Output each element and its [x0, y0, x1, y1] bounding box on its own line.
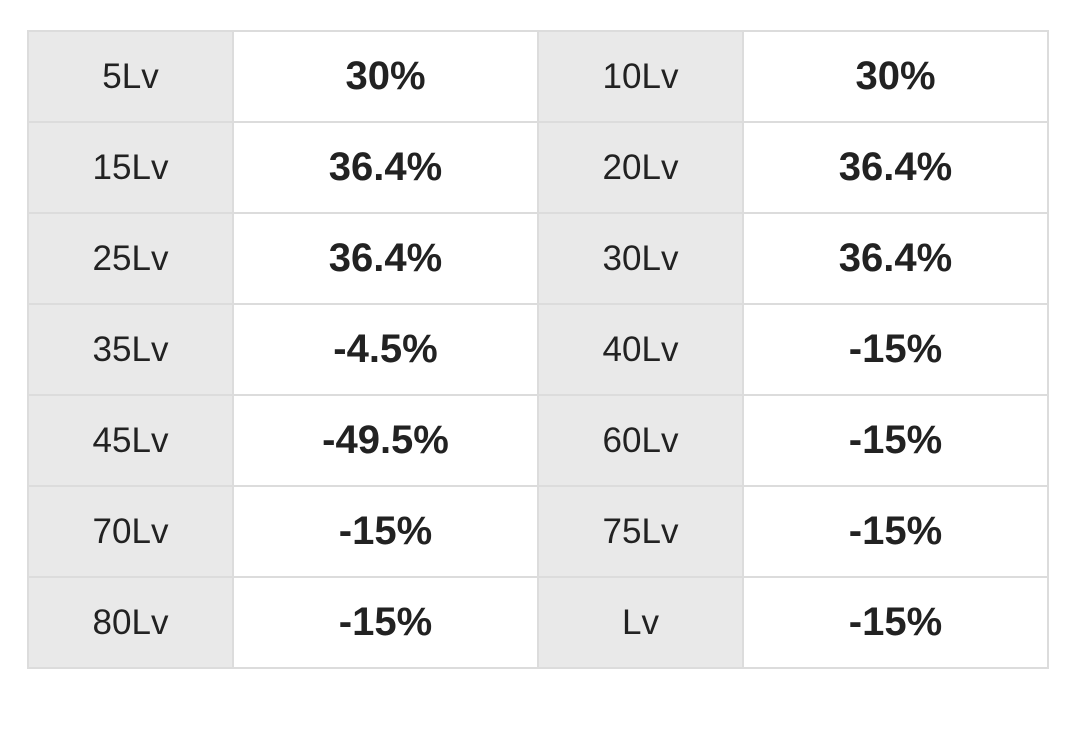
table-row: 5Lv 30% 10Lv 30%	[27, 30, 1049, 123]
value-cell: -15%	[232, 485, 539, 578]
level-cell: 45Lv	[27, 394, 234, 487]
value-cell: -15%	[742, 576, 1049, 669]
level-cell: 10Lv	[537, 30, 744, 123]
table-row: 70Lv -15% 75Lv -15%	[27, 485, 1049, 578]
level-cell: 40Lv	[537, 303, 744, 396]
value-cell: -49.5%	[232, 394, 539, 487]
level-cell: 25Lv	[27, 212, 234, 305]
value-cell: 36.4%	[742, 121, 1049, 214]
value-cell: 36.4%	[232, 212, 539, 305]
table-row: 35Lv -4.5% 40Lv -15%	[27, 303, 1049, 396]
level-table: 5Lv 30% 10Lv 30% 15Lv 36.4% 20Lv 36.4% 25Lv 36.4%…	[27, 30, 1049, 669]
value-cell: -15%	[742, 303, 1049, 396]
level-cell: 80Lv	[27, 576, 234, 669]
value-cell: -15%	[232, 576, 539, 669]
level-cell: 60Lv	[537, 394, 744, 487]
level-cell: 30Lv	[537, 212, 744, 305]
table-row: 45Lv -49.5% 60Lv -15%	[27, 394, 1049, 487]
level-cell: 70Lv	[27, 485, 234, 578]
table-row: 25Lv 36.4% 30Lv 36.4%	[27, 212, 1049, 305]
value-cell: 36.4%	[232, 121, 539, 214]
value-cell: -4.5%	[232, 303, 539, 396]
value-cell: 36.4%	[742, 212, 1049, 305]
level-cell: Lv	[537, 576, 744, 669]
level-cell: 20Lv	[537, 121, 744, 214]
level-cell: 35Lv	[27, 303, 234, 396]
level-cell: 15Lv	[27, 121, 234, 214]
table-row: 80Lv -15% Lv -15%	[27, 576, 1049, 669]
value-cell: -15%	[742, 394, 1049, 487]
value-cell: 30%	[232, 30, 539, 123]
value-cell: 30%	[742, 30, 1049, 123]
table-row: 15Lv 36.4% 20Lv 36.4%	[27, 121, 1049, 214]
level-cell: 75Lv	[537, 485, 744, 578]
level-cell: 5Lv	[27, 30, 234, 123]
value-cell: -15%	[742, 485, 1049, 578]
